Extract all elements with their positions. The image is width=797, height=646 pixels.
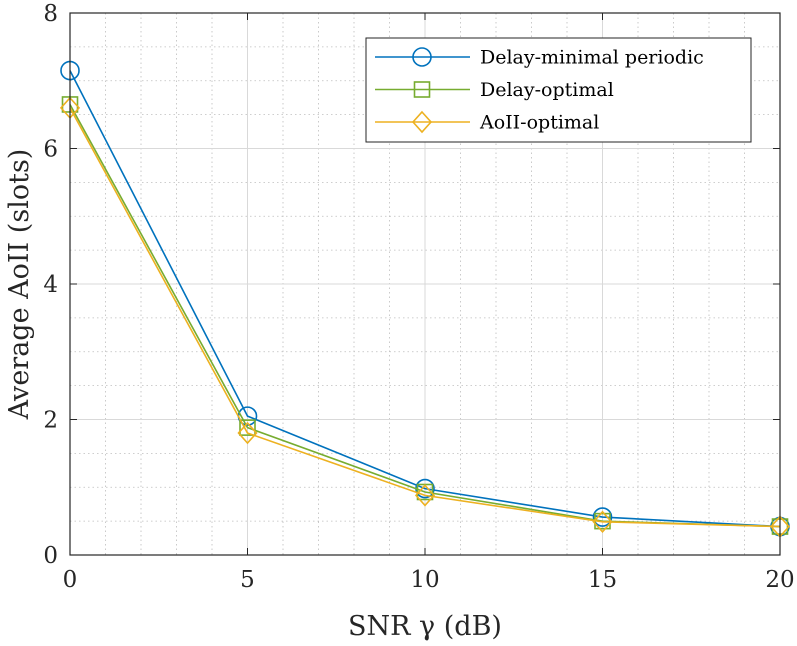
series-line: [69, 70, 781, 528]
legend-marker: [412, 47, 432, 67]
legend: Delay-minimal periodic Delay-optimal AoII-…: [365, 37, 752, 143]
y-tick-label: 2: [43, 408, 58, 434]
x-tick-label: 0: [63, 567, 78, 593]
series-layer: [59, 60, 791, 538]
series-line: [69, 107, 781, 528]
legend-label: Delay-optimal: [480, 79, 614, 101]
y-tick-label: 6: [43, 137, 58, 163]
y-tick-label: 8: [43, 1, 58, 27]
x-tick-label: 5: [240, 567, 255, 593]
y-tick-label: 4: [43, 272, 58, 298]
x-tick-label: 15: [588, 567, 617, 593]
data-point: [414, 484, 436, 507]
legend-label: Delay-minimal periodic: [480, 47, 704, 69]
x-axis-label: SNR γ (dB): [348, 611, 502, 642]
data-point: [237, 421, 258, 445]
legend-marker: [413, 81, 431, 98]
data-point: [592, 510, 613, 533]
y-axis-label: Average AoII (slots): [4, 149, 35, 421]
x-tick-label: 10: [410, 567, 439, 593]
y-tick-label: 0: [43, 543, 58, 569]
axis-ticks: 0 5 10 15 20 0 2 4 6 8: [43, 1, 794, 593]
x-tick-label: 20: [765, 567, 794, 593]
data-point: [239, 419, 256, 436]
legend-marker: [411, 110, 433, 134]
legend-label: AoII-optimal: [479, 112, 599, 134]
data-point: [592, 507, 613, 527]
